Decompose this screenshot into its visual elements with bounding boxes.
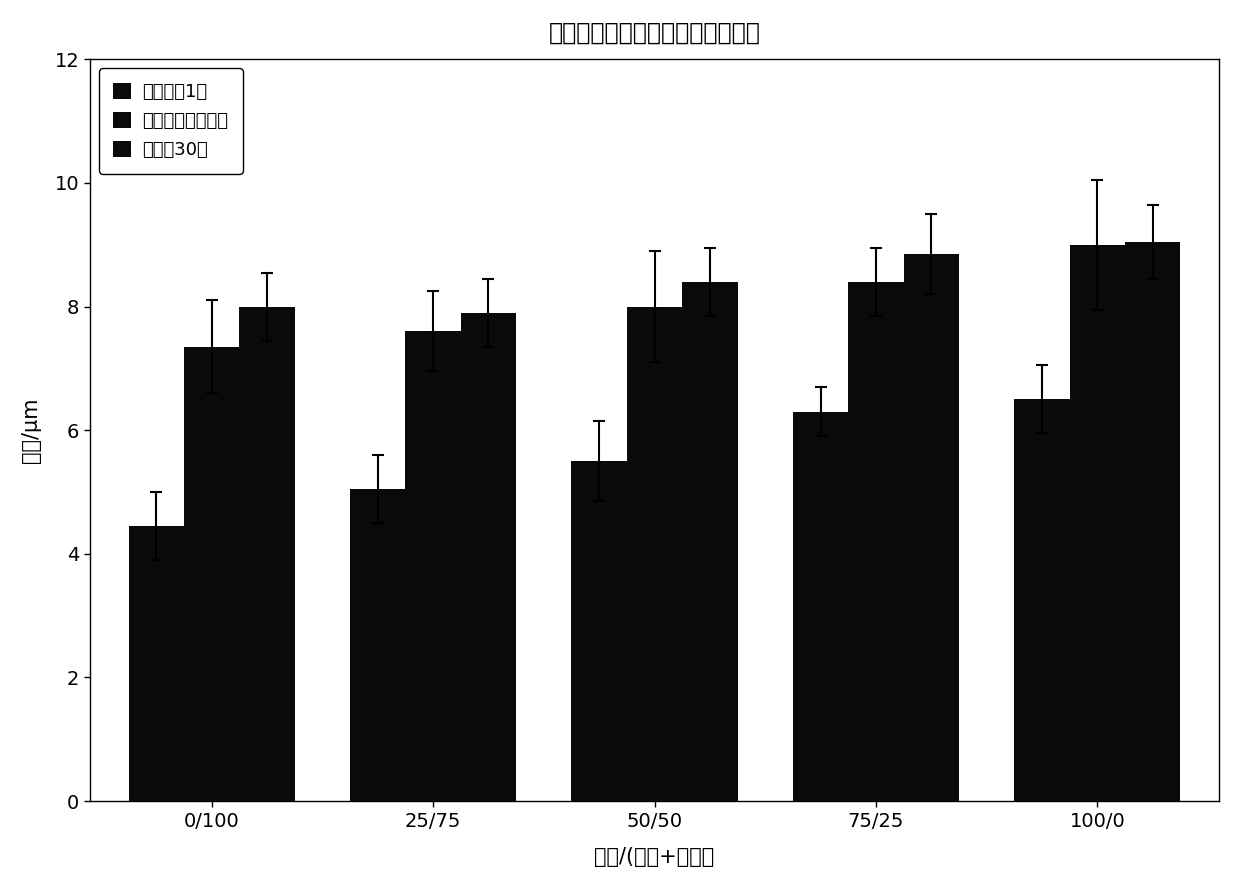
Bar [405, 331, 461, 801]
Bar [1125, 242, 1180, 801]
Bar [792, 412, 848, 801]
Bar [1014, 400, 1070, 801]
Bar [904, 254, 959, 801]
Legend: 初始值，1天, 高低温循环，一周, 室温，30天: 初始值，1天, 高低温循环，一周, 室温，30天 [99, 68, 243, 174]
Bar [184, 346, 239, 801]
Bar [682, 281, 738, 801]
Y-axis label: 粒径/μm: 粒径/μm [21, 398, 41, 463]
Bar [350, 489, 405, 801]
Bar [627, 306, 682, 801]
Bar [848, 281, 904, 801]
X-axis label: 硅油/(烃类+油酯）: 硅油/(烃类+油酯） [594, 847, 714, 868]
Bar [572, 461, 627, 801]
Title: 油相配比对油包水乳化粒径的影响: 油相配比对油包水乳化粒径的影响 [548, 20, 760, 44]
Bar [1070, 245, 1125, 801]
Bar [239, 306, 295, 801]
Bar [129, 526, 184, 801]
Bar [461, 313, 516, 801]
